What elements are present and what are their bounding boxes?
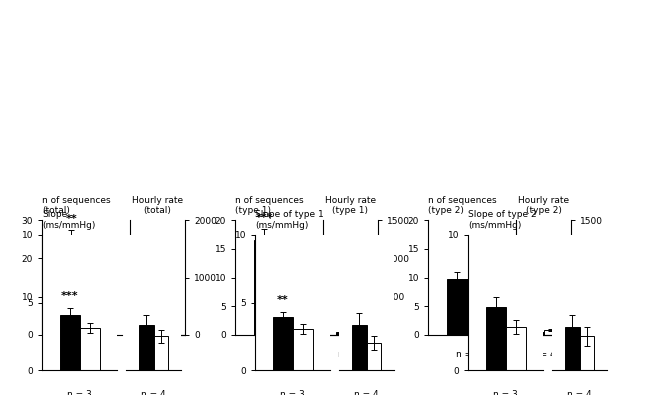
Text: n = 4: n = 4 — [145, 350, 170, 359]
Bar — [59, 315, 79, 370]
Text: n of sequences
(total): n of sequences (total) — [42, 196, 111, 215]
Text: n = 3: n = 3 — [262, 350, 287, 359]
Text: Hourly rate
(total): Hourly rate (total) — [132, 196, 183, 215]
Bar — [139, 325, 154, 370]
Bar — [273, 317, 292, 370]
Text: n = 4: n = 4 — [567, 390, 592, 395]
Bar — [486, 307, 505, 370]
Bar — [447, 278, 468, 335]
Text: Slope of type 2
(ms/mmHg): Slope of type 2 (ms/mmHg) — [468, 210, 536, 229]
Text: Slope of type 1
(ms/mmHg): Slope of type 1 (ms/mmHg) — [255, 210, 324, 229]
Text: **: ** — [277, 295, 288, 305]
Bar — [579, 336, 594, 370]
Bar — [254, 240, 275, 335]
Text: ***: *** — [61, 291, 78, 301]
Bar — [367, 343, 381, 370]
Text: n = 3: n = 3 — [280, 390, 305, 395]
Text: n = 4: n = 4 — [531, 350, 556, 359]
Text: n = 3: n = 3 — [456, 350, 480, 359]
Bar — [292, 329, 312, 370]
Bar — [61, 235, 82, 335]
Text: n = 3: n = 3 — [493, 390, 518, 395]
Bar — [350, 332, 365, 335]
Text: n = 4: n = 4 — [141, 390, 166, 395]
Text: n of sequences
(type 2): n of sequences (type 2) — [428, 196, 497, 215]
Bar — [143, 333, 158, 335]
Bar — [544, 330, 558, 335]
Text: n = 3: n = 3 — [67, 390, 92, 395]
Bar — [352, 325, 367, 370]
Text: Slope
(ms/mmHg): Slope (ms/mmHg) — [42, 210, 96, 229]
Text: n = 4: n = 4 — [338, 350, 363, 359]
Bar — [468, 295, 490, 335]
Bar — [565, 327, 579, 370]
Text: *: * — [533, 315, 539, 325]
Bar — [158, 332, 172, 335]
Text: n = 3: n = 3 — [70, 350, 94, 359]
Text: Hourly rate
(type 2): Hourly rate (type 2) — [518, 196, 569, 215]
Text: ***: *** — [256, 213, 273, 223]
Bar — [79, 328, 100, 370]
Text: **: ** — [66, 214, 77, 224]
Text: n of sequences
(type 1): n of sequences (type 1) — [235, 196, 303, 215]
Bar — [82, 283, 104, 335]
Bar — [275, 292, 296, 335]
Bar — [529, 331, 544, 335]
Bar — [505, 327, 525, 370]
Text: Hourly rate
(type 1): Hourly rate (type 1) — [325, 196, 376, 215]
Text: n = 4: n = 4 — [354, 390, 379, 395]
Bar — [154, 336, 168, 370]
Bar — [336, 332, 350, 335]
